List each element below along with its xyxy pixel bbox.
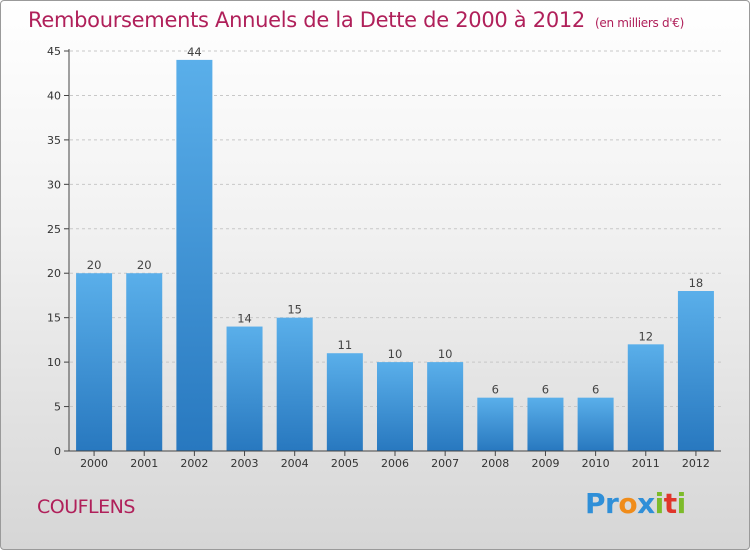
y-tick-label: 30 [47, 178, 61, 191]
bar-value-label: 6 [542, 383, 549, 397]
bar [577, 397, 614, 451]
logo-letter: r [605, 487, 619, 520]
x-axis: 2000 2001 2002 2003 2004 2005 2006 2007 2008 2009… [64, 450, 721, 470]
x-tick-label: 2000 [80, 457, 108, 470]
bar [326, 353, 363, 451]
bar [377, 362, 413, 451]
bar-value-label: 6 [592, 383, 599, 397]
y-tick-label: 5 [54, 401, 61, 414]
bar-value-label: 12 [638, 329, 653, 343]
y-tick-label: 15 [47, 312, 61, 325]
title-text: Remboursements Annuels de la Dette de 20… [28, 8, 585, 32]
x-tick-label: 2007 [431, 457, 459, 470]
x-tick-label: 2008 [481, 457, 509, 470]
x-tick-label: 2001 [130, 457, 158, 470]
x-tick-label: 2004 [281, 457, 309, 470]
y-tick-label: 40 [47, 89, 61, 102]
x-tick-label: 2011 [632, 457, 660, 470]
x-tick-label: 2006 [381, 457, 409, 470]
bar [276, 317, 313, 451]
bar [427, 362, 464, 451]
bar [76, 273, 113, 451]
bar-value-label: 18 [689, 276, 704, 290]
bar-value-label: 20 [87, 258, 102, 272]
logo-letter: o [618, 487, 638, 520]
y-tick-label: 10 [47, 356, 61, 369]
bar-value-label: 15 [287, 303, 302, 317]
y-axis: 0 5 10 15 20 25 30 35 40 45 [47, 45, 70, 458]
chart-title: Remboursements Annuels de la Dette de 20… [28, 8, 684, 32]
bar [627, 344, 664, 451]
logo-letter: t [663, 487, 677, 520]
commune-name: COUFLENS [37, 496, 135, 518]
x-tick-label: 2003 [231, 457, 259, 470]
bar-value-label: 6 [492, 383, 499, 397]
bars: 20 20 44 14 15 11 10 10 6 6 6 12 18 [76, 45, 714, 452]
logo-letter: x [637, 487, 655, 520]
bar-value-label: 44 [187, 45, 202, 59]
y-tick-label: 45 [47, 45, 61, 58]
logo-letter: P [585, 487, 606, 520]
y-tick-label: 20 [47, 267, 61, 280]
bar [477, 397, 514, 451]
x-tick-label: 2012 [682, 457, 710, 470]
bar-value-label: 10 [438, 347, 453, 361]
bar [527, 397, 564, 451]
bar [677, 291, 714, 451]
bar [226, 326, 263, 451]
y-tick-label: 0 [54, 445, 61, 458]
unit-label: (en milliers d'€) [595, 16, 685, 30]
logo-letter: i [676, 487, 687, 520]
bar-value-label: 10 [388, 347, 403, 361]
x-tick-label: 2002 [180, 457, 208, 470]
x-tick-label: 2005 [331, 457, 359, 470]
y-tick-label: 35 [47, 134, 61, 147]
x-tick-label: 2010 [582, 457, 610, 470]
x-tick-label: 2009 [531, 457, 559, 470]
bar [176, 59, 213, 452]
bar-value-label: 20 [137, 258, 152, 272]
proxiti-logo: Proxiti [585, 487, 686, 520]
bar-value-label: 11 [338, 338, 353, 352]
y-tick-label: 25 [47, 223, 61, 236]
bar-value-label: 14 [237, 312, 252, 326]
logo-letter: i [654, 487, 665, 520]
bar [126, 273, 163, 451]
